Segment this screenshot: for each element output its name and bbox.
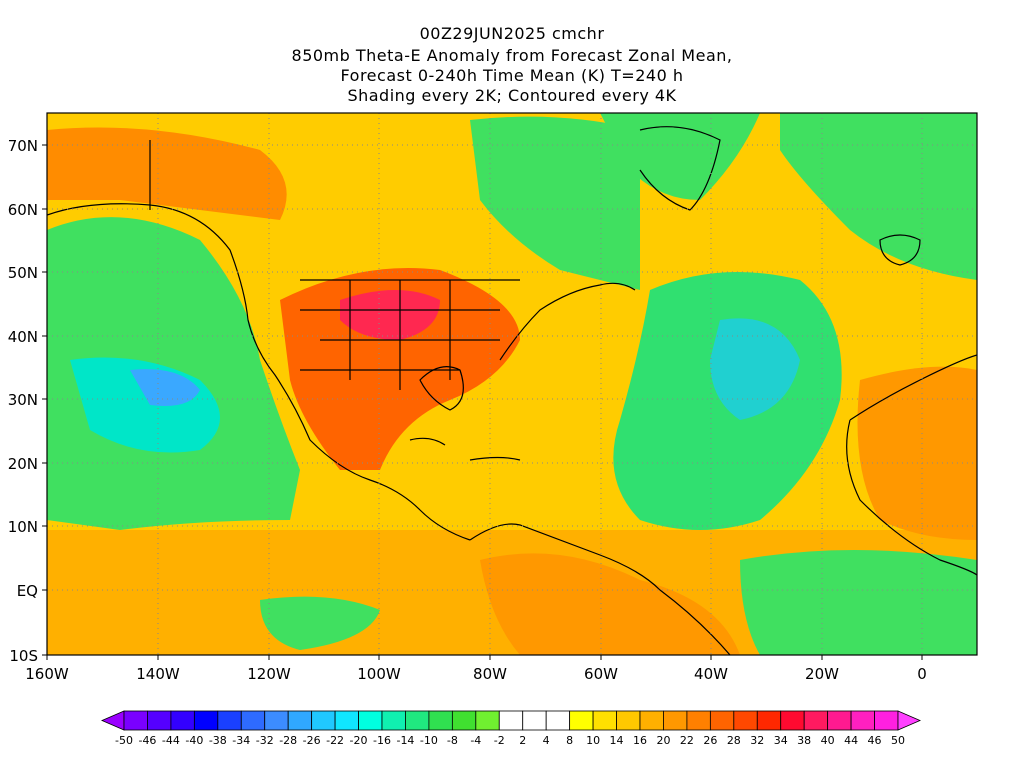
- colorbar-label: -14: [396, 734, 414, 747]
- lat-label: 60N: [8, 201, 38, 219]
- colorbar-swatch: [123, 710, 148, 731]
- colorbar-label: 34: [774, 734, 788, 747]
- shaded-field: [47, 113, 977, 655]
- colorbar-swatch: [780, 710, 805, 731]
- lon-label: 0: [917, 665, 927, 683]
- lat-label: EQ: [17, 582, 38, 600]
- colorbar-label: 2: [519, 734, 526, 747]
- lon-label: 140W: [136, 665, 180, 683]
- colorbar-label: -34: [232, 734, 250, 747]
- colorbar-label: 32: [750, 734, 764, 747]
- colorbar-swatch: [850, 710, 875, 731]
- colorbar-label: -28: [279, 734, 297, 747]
- colorbar-swatch: [827, 710, 852, 731]
- lat-label: 20N: [8, 455, 38, 473]
- colorbar-label: 38: [797, 734, 811, 747]
- lon-label: 80W: [473, 665, 507, 683]
- title-line-4: Shading every 2K; Contoured every 4K: [347, 86, 677, 105]
- colorbar-label: -44: [162, 734, 180, 747]
- lat-label: 70N: [8, 137, 38, 155]
- axis-ticks: [42, 144, 923, 660]
- lon-label: 60W: [584, 665, 618, 683]
- colorbar-label: 26: [703, 734, 717, 747]
- colorbar-swatch: [616, 710, 641, 731]
- colorbar-swatch: [147, 710, 172, 731]
- colorbar-swatch: [592, 710, 617, 731]
- lon-label: 40W: [694, 665, 728, 683]
- lon-label: 120W: [247, 665, 291, 683]
- lon-label: 20W: [805, 665, 839, 683]
- colorbar-label: -46: [138, 734, 156, 747]
- colorbar-arrow-right: [897, 710, 922, 731]
- colorbar-label: 16: [633, 734, 647, 747]
- colorbar-swatch: [803, 710, 829, 731]
- colorbar-label: -20: [350, 734, 368, 747]
- title-line-2: 850mb Theta-E Anomaly from Forecast Zona…: [291, 46, 733, 65]
- colorbar-labels: -50 -46 -44 -40 -38 -34 -32 -28 -26 -22 -20 -16 -14-…: [115, 734, 905, 747]
- colorbar-swatch: [874, 710, 899, 731]
- colorbar-swatch: [193, 710, 219, 731]
- colorbar-swatch: [545, 710, 571, 731]
- colorbar-label: 46: [868, 734, 882, 747]
- lat-label: 40N: [8, 328, 38, 346]
- colorbar-swatch: [405, 710, 430, 731]
- colorbar-swatch: [686, 710, 711, 731]
- colorbar-label: -8: [447, 734, 458, 747]
- lon-label: 100W: [357, 665, 401, 683]
- colorbar-label: 40: [821, 734, 835, 747]
- plot-frame: [46, 112, 978, 656]
- colorbar-swatch: [217, 710, 242, 731]
- colorbar-swatch: [733, 710, 758, 731]
- title-line-3: Forecast 0-240h Time Mean (K) T=240 h: [340, 66, 684, 85]
- colorbar-label: 44: [844, 734, 858, 747]
- colorbar-swatch: [709, 710, 735, 731]
- colorbar-label: -2: [494, 734, 505, 747]
- colorbar-swatch: [663, 710, 688, 731]
- colorbar-label: -38: [209, 734, 227, 747]
- colorbar-swatch: [358, 710, 383, 731]
- lat-label: 30N: [8, 391, 38, 409]
- lat-label: 10N: [8, 518, 38, 536]
- colorbar-swatch: [334, 710, 359, 731]
- colorbar-swatch: [475, 710, 500, 731]
- title-line-1: 00Z29JUN2025 cmchr: [419, 24, 605, 43]
- colorbar: [100, 710, 922, 731]
- colorbar-label: 8: [566, 734, 573, 747]
- lat-label: 50N: [8, 264, 38, 282]
- colorbar-swatch: [240, 710, 266, 731]
- colorbar-swatch: [451, 710, 477, 731]
- colorbar-swatch: [522, 710, 547, 731]
- colorbar-swatch: [311, 710, 336, 731]
- colorbar-label: -26: [303, 734, 321, 747]
- colorbar-label: 50: [891, 734, 905, 747]
- lon-label: 160W: [25, 665, 69, 683]
- gridlines: [47, 113, 977, 655]
- colorbar-swatch: [287, 710, 313, 731]
- colorbar-swatch: [428, 710, 453, 731]
- colorbar-swatch: [498, 710, 524, 731]
- colorbar-swatch: [639, 710, 664, 731]
- lat-label: 10S: [9, 647, 38, 665]
- colorbar-label: 22: [680, 734, 694, 747]
- colorbar-swatch: [569, 710, 594, 731]
- colorbar-label: -16: [373, 734, 391, 747]
- colorbar-swatch: [756, 710, 782, 731]
- colorbar-label: -50: [115, 734, 133, 747]
- colorbar-label: -40: [185, 734, 203, 747]
- colorbar-label: -22: [326, 734, 344, 747]
- coastlines: [47, 126, 977, 655]
- colorbar-arrow-left: [100, 710, 125, 731]
- colorbar-label: 20: [656, 734, 670, 747]
- colorbar-label: 14: [610, 734, 624, 747]
- colorbar-swatch: [264, 710, 289, 731]
- colorbar-swatch: [170, 710, 195, 731]
- colorbar-label: 28: [727, 734, 741, 747]
- colorbar-swatch: [381, 710, 406, 731]
- colorbar-label: -32: [256, 734, 274, 747]
- colorbar-label: 10: [586, 734, 600, 747]
- colorbar-label: -4: [470, 734, 481, 747]
- colorbar-label: -10: [420, 734, 438, 747]
- colorbar-label: 4: [543, 734, 550, 747]
